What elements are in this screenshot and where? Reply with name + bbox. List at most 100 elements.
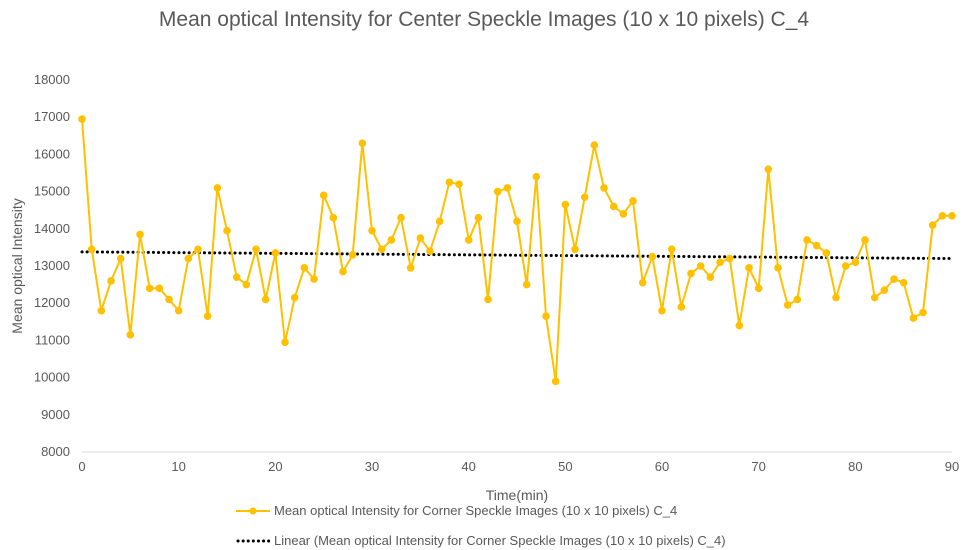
- data-point: [764, 165, 773, 174]
- data-point: [261, 295, 270, 304]
- data-point: [145, 284, 154, 293]
- data-point: [600, 184, 608, 192]
- data-point: [232, 273, 241, 281]
- data-point: [387, 236, 396, 244]
- data-point: [551, 377, 560, 386]
- data-point: [416, 234, 425, 242]
- legend-marker-trendline: [236, 539, 270, 542]
- data-point: [677, 303, 686, 311]
- y-tick-label: 16000: [34, 146, 70, 161]
- x-tick-label: 90: [945, 459, 959, 474]
- data-point: [571, 245, 579, 254]
- y-tick-label: 12000: [34, 295, 70, 310]
- data-point: [300, 264, 309, 272]
- data-point: [832, 293, 840, 302]
- y-axis-ticks: 8000 9000 10000 11000 12000 13000 14000 15000 16…: [34, 72, 70, 459]
- data-point: [271, 249, 280, 257]
- legend-item-trendline: Linear (Mean optical Intensity for Corne…: [236, 533, 726, 548]
- data-point: [155, 284, 164, 293]
- data-point: [716, 258, 724, 267]
- chart-title: Mean optical Intensity for Center Speckl…: [158, 8, 810, 31]
- data-point: [503, 184, 512, 192]
- y-tick-label: 14000: [34, 221, 70, 236]
- data-point: [174, 306, 183, 315]
- x-tick-label: 10: [171, 459, 185, 474]
- data-point: [116, 254, 125, 263]
- data-point: [783, 301, 792, 309]
- data-point: [368, 226, 376, 235]
- x-tick-label: 20: [268, 459, 282, 474]
- data-points: [78, 115, 956, 386]
- x-tick-label: 0: [78, 459, 85, 474]
- data-point: [319, 191, 328, 200]
- y-tick-label: 9000: [41, 407, 70, 422]
- data-point: [310, 275, 318, 283]
- data-point: [938, 211, 947, 220]
- data-point: [580, 193, 589, 201]
- data-point: [203, 312, 212, 321]
- legend-item-series: Mean optical Intensity for Corner Speckl…: [236, 503, 677, 518]
- data-point: [687, 269, 695, 278]
- data-point: [339, 267, 347, 276]
- data-point: [513, 217, 521, 226]
- data-point: [619, 210, 628, 218]
- data-point: [464, 236, 473, 244]
- data-point: [812, 241, 821, 250]
- x-tick-label: 80: [848, 459, 862, 474]
- data-point: [861, 236, 869, 244]
- data-point: [725, 254, 734, 263]
- data-point: [348, 251, 357, 259]
- data-point: [78, 115, 86, 123]
- data-point: [406, 264, 415, 272]
- data-point: [880, 286, 889, 294]
- data-point: [658, 306, 666, 315]
- data-point: [281, 338, 289, 347]
- data-point: [590, 141, 599, 149]
- data-point: [803, 236, 811, 244]
- data-point: [358, 139, 367, 148]
- data-point: [87, 245, 96, 254]
- data-point: [561, 200, 570, 209]
- data-point: [426, 247, 434, 255]
- x-tick-label: 40: [461, 459, 475, 474]
- x-axis-title: Time(min): [486, 487, 548, 503]
- data-point: [899, 278, 908, 287]
- data-point: [290, 293, 299, 302]
- x-tick-label: 50: [558, 459, 572, 474]
- data-point: [126, 331, 135, 339]
- x-tick-label: 60: [655, 459, 669, 474]
- data-point: [213, 184, 222, 192]
- data-point: [629, 197, 637, 205]
- y-tick-label: 13000: [34, 258, 70, 273]
- data-point: [638, 278, 647, 287]
- y-tick-label: 18000: [34, 72, 70, 87]
- data-point: [136, 230, 144, 239]
- trendline: [80, 250, 954, 261]
- y-tick-label: 15000: [34, 184, 70, 199]
- data-point: [696, 262, 705, 270]
- data-point: [455, 180, 463, 188]
- data-point: [870, 293, 879, 302]
- data-point: [774, 264, 782, 272]
- data-point: [754, 284, 763, 293]
- data-point: [329, 213, 338, 222]
- y-tick-label: 10000: [34, 370, 70, 385]
- data-point: [532, 172, 541, 181]
- y-tick-label: 8000: [41, 444, 70, 459]
- data-point: [745, 264, 753, 272]
- data-point: [194, 245, 202, 254]
- data-point: [928, 221, 937, 229]
- data-point: [841, 262, 850, 270]
- x-tick-label: 30: [365, 459, 379, 474]
- legend-label-series: Mean optical Intensity for Corner Speckl…: [274, 503, 678, 518]
- data-point: [667, 245, 676, 254]
- data-point: [522, 280, 531, 289]
- data-point: [609, 202, 618, 211]
- data-point: [793, 295, 802, 304]
- data-point: [397, 213, 405, 222]
- data-point: [377, 245, 386, 254]
- legend-label-trendline: Linear (Mean optical Intensity for Corne…: [274, 533, 726, 548]
- data-point: [435, 217, 444, 226]
- data-point: [484, 295, 492, 304]
